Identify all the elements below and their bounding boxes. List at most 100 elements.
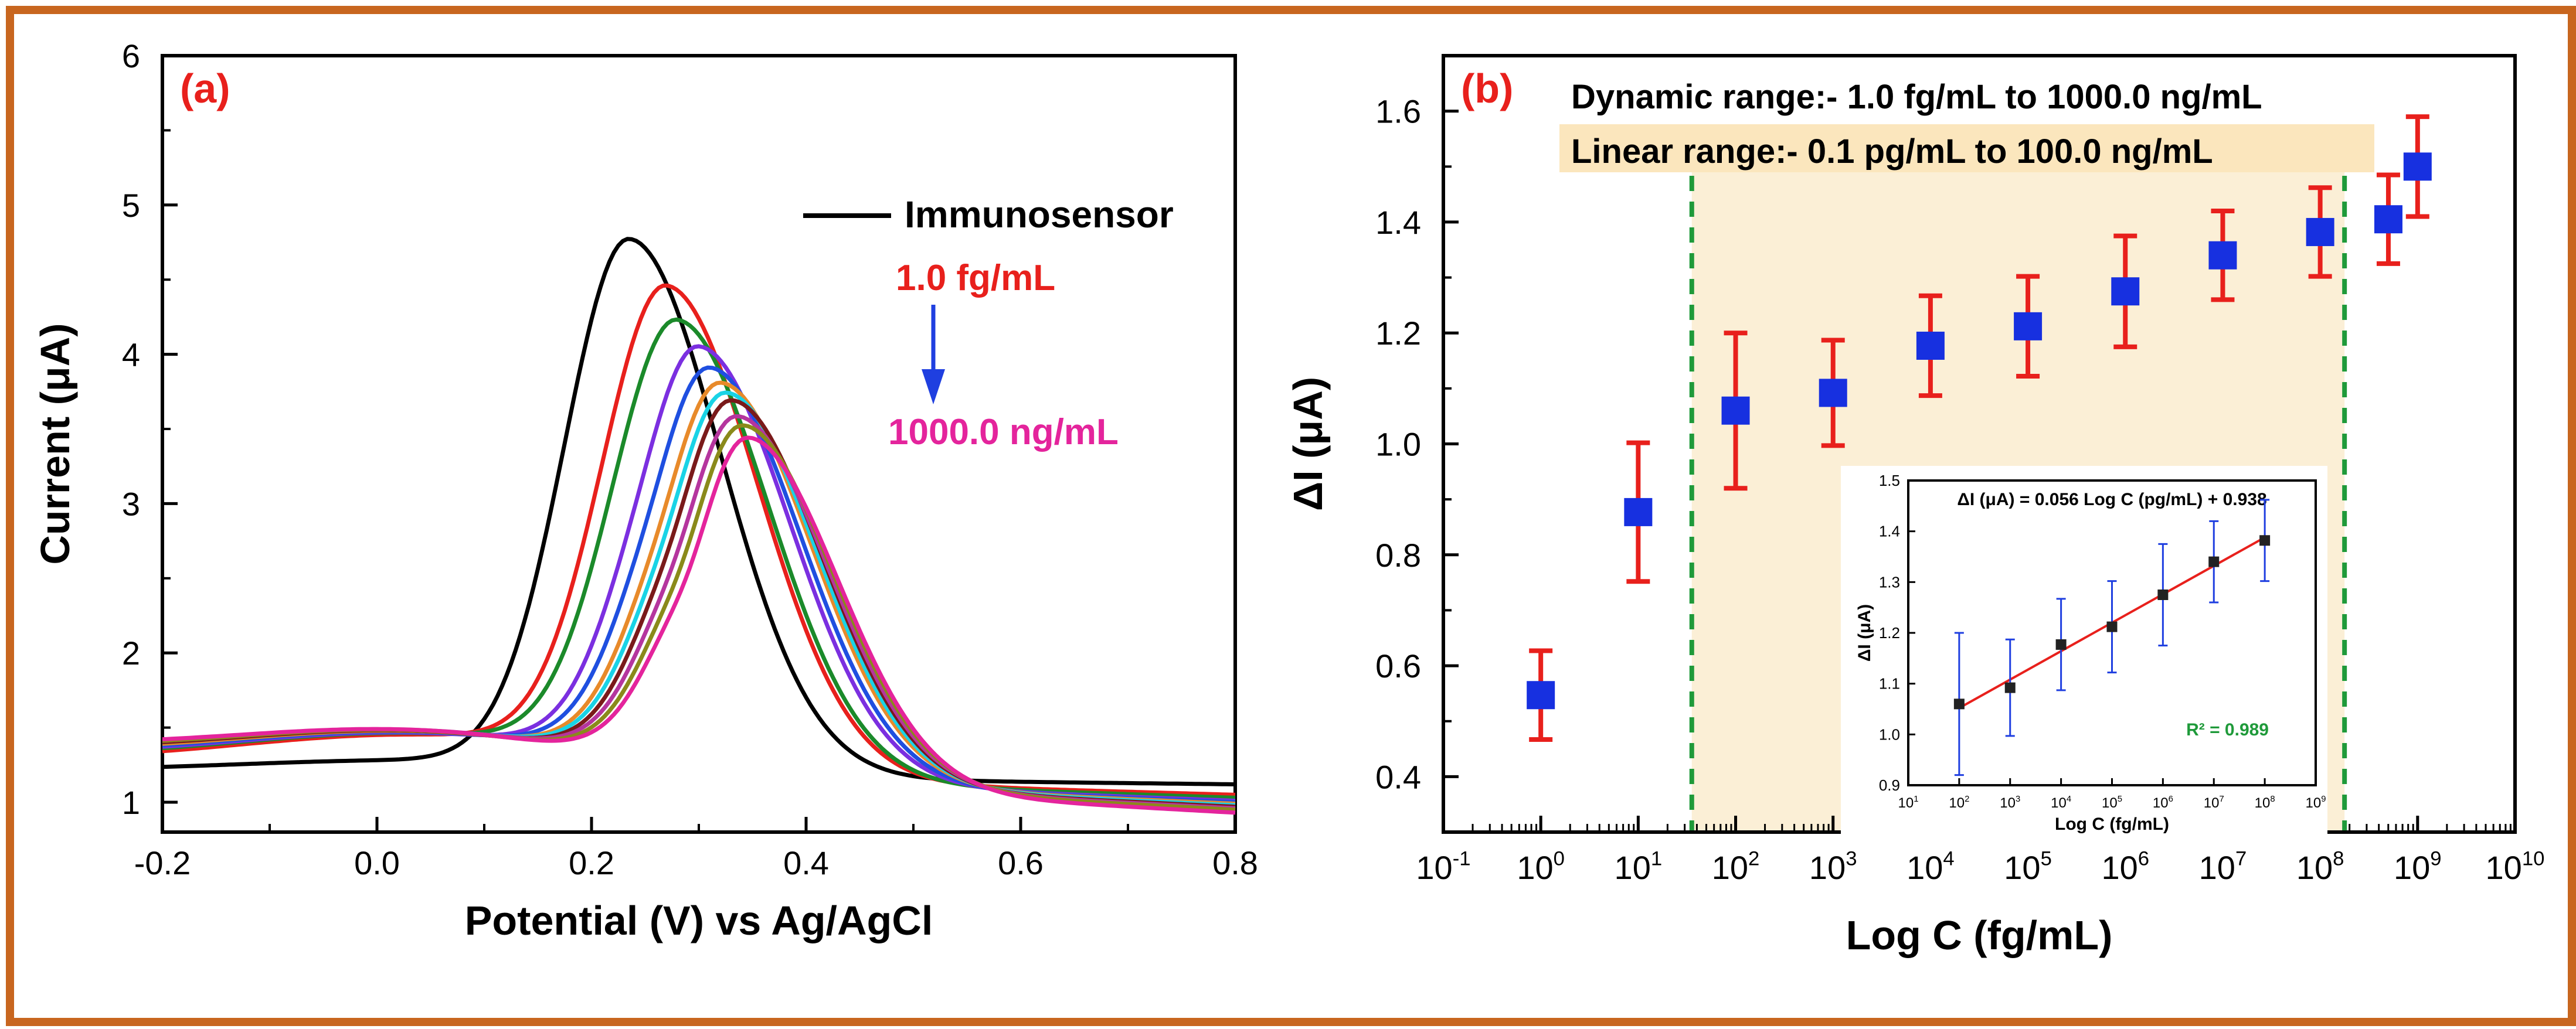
inset-x-tick-label-exponent: 4 — [2067, 795, 2071, 804]
linear-range-text-box — [1559, 124, 2374, 172]
x-tick-label: 104 — [1906, 847, 1955, 886]
x-tick-label-exponent: 5 — [2041, 847, 2052, 870]
arrow-head — [922, 369, 945, 404]
inset-x-tick-label: 109 — [2306, 795, 2326, 811]
x-tick-label: 0.6 — [998, 844, 1044, 881]
x-tick-label: 105 — [2004, 847, 2052, 886]
inset-y-tick-label: 1.5 — [1879, 472, 1900, 489]
inset-data-point — [2208, 556, 2220, 567]
x-axis-label: Log C (fg/mL) — [1846, 912, 2113, 958]
data-point — [1916, 331, 1945, 360]
inset-data-point — [2106, 621, 2118, 632]
inset-x-tick-label: 102 — [1949, 795, 1969, 811]
inset-x-tick-label: 105 — [2102, 795, 2122, 811]
y-tick-label: 3 — [122, 485, 140, 522]
inset-y-axis-label: ΔI (μA) — [1855, 604, 1874, 662]
x-tick-label-exponent: 4 — [1943, 847, 1954, 870]
x-tick-label-base: 10 — [2486, 849, 2522, 886]
x-tick-label: 102 — [1712, 847, 1760, 886]
x-tick-label-exponent: 0 — [1554, 847, 1565, 870]
inset-x-tick-label: 101 — [1898, 795, 1919, 811]
x-tick-label: 109 — [2394, 847, 2442, 886]
y-tick-label: 1.6 — [1375, 93, 1421, 130]
inset-x-tick-label-base: 10 — [2306, 795, 2322, 811]
inset-data-point — [2157, 590, 2169, 600]
y-tick-label: 1.4 — [1375, 204, 1421, 241]
x-tick-label: 107 — [2199, 847, 2247, 886]
curve-immunosensor — [162, 237, 1236, 786]
inset-x-tick-label: 108 — [2255, 795, 2275, 811]
y-tick-label: 1.0 — [1375, 426, 1421, 463]
y-tick-label: 0.4 — [1375, 758, 1421, 795]
x-tick-label-base: 10 — [2296, 849, 2333, 886]
x-tick-label: 1010 — [2486, 847, 2545, 886]
x-tick-label-exponent: 2 — [1748, 847, 1759, 870]
x-tick-label: 106 — [2101, 847, 2149, 886]
data-point — [2208, 241, 2237, 270]
x-tick-label-base: 10 — [1906, 849, 1943, 886]
x-tick-label-base: 10 — [2199, 849, 2235, 886]
inset-r-squared: R² = 0.989 — [2186, 720, 2269, 740]
x-axis-label: Potential (V) vs Ag/AgCl — [465, 898, 933, 943]
inset-y-tick-label: 1.0 — [1879, 725, 1900, 743]
inset-y-tick-label: 1.2 — [1879, 624, 1900, 642]
inset-x-tick-label-base: 10 — [1949, 795, 1965, 811]
inset-y-tick-label: 1.3 — [1879, 573, 1900, 591]
linear-range-text: Linear range:- 0.1 pg/mL to 100.0 ng/mL — [1571, 132, 2213, 171]
x-tick-label-exponent: -1 — [1453, 847, 1471, 870]
x-tick-label: 0.0 — [354, 844, 400, 881]
inset-y-tick-label: 0.9 — [1879, 776, 1900, 794]
x-tick-label: 0.2 — [569, 844, 614, 881]
inset-x-tick-label-exponent: 3 — [2016, 795, 2020, 804]
inset-x-tick-label: 106 — [2153, 795, 2173, 811]
x-tick-label-base: 10 — [2101, 849, 2137, 886]
inset-equation: ΔI (μA) = 0.056 Log C (pg/mL) + 0.938 — [1957, 490, 2266, 509]
inset-x-tick-label: 103 — [2000, 795, 2020, 811]
y-axis-label: Current (μA) — [32, 323, 78, 564]
x-tick-label: 101 — [1615, 847, 1663, 886]
y-tick-label: 2 — [122, 635, 140, 672]
y-tick-label: 1 — [122, 784, 140, 821]
inset-x-tick-label-exponent: 2 — [1965, 795, 1969, 804]
inset-x-tick-label-exponent: 5 — [2118, 795, 2122, 804]
x-tick-label-base: 10 — [1416, 849, 1452, 886]
inset-x-tick-label-exponent: 9 — [2321, 795, 2326, 804]
x-tick-label-exponent: 7 — [2235, 847, 2247, 870]
legend-top-label: 1.0 fg/mL — [896, 258, 1055, 298]
x-tick-label-exponent: 6 — [2138, 847, 2149, 870]
inset-x-axis-label: Log C (fg/mL) — [2055, 815, 2169, 834]
figure-border — [6, 6, 2576, 1026]
x-tick-label-exponent: 9 — [2430, 847, 2441, 870]
inset-x-tick-label: 107 — [2204, 795, 2224, 811]
x-tick-label-exponent: 8 — [2333, 847, 2344, 870]
x-tick-label: 100 — [1517, 847, 1565, 886]
x-tick-label: 0.8 — [1212, 844, 1258, 881]
inset-data-point — [2004, 682, 2016, 693]
y-tick-label: 4 — [122, 336, 140, 373]
x-tick-label-base: 10 — [1517, 849, 1553, 886]
inset-x-tick-label-base: 10 — [2000, 795, 2016, 811]
inset-x-tick-label-base: 10 — [1898, 795, 1914, 811]
x-tick-label-base: 10 — [1809, 849, 1846, 886]
x-tick-label-base: 10 — [1712, 849, 1748, 886]
y-tick-label: 0.6 — [1375, 648, 1421, 684]
x-tick-label-exponent: 3 — [1846, 847, 1857, 870]
curve-1000-0-ng-ml — [162, 435, 1236, 815]
inset-x-tick-label-base: 10 — [2255, 795, 2271, 811]
x-tick-label-base: 10 — [2004, 849, 2040, 886]
panel-label-a: (a) — [180, 66, 230, 111]
inset-y-tick-label: 1.1 — [1879, 675, 1900, 693]
dynamic-range-text: Dynamic range:- 1.0 fg/mL to 1000.0 ng/m… — [1571, 78, 2262, 116]
y-tick-label: 5 — [122, 187, 140, 224]
data-point — [1721, 396, 1750, 425]
data-point — [2306, 217, 2334, 246]
data-point — [2111, 277, 2140, 306]
panel-a: 1 2 3 4 5 6 -0.2 0.0 0.2 0.4 0.6 0.8 Potential (V) v… — [32, 38, 1258, 943]
inset-x-tick-label-base: 10 — [2204, 795, 2220, 811]
inset-data-point — [1953, 699, 1965, 710]
x-tick-label-exponent: 10 — [2522, 847, 2545, 870]
legend-entry: Immunosensor — [905, 193, 1174, 236]
inset-x-tick-label-exponent: 7 — [2219, 795, 2224, 804]
